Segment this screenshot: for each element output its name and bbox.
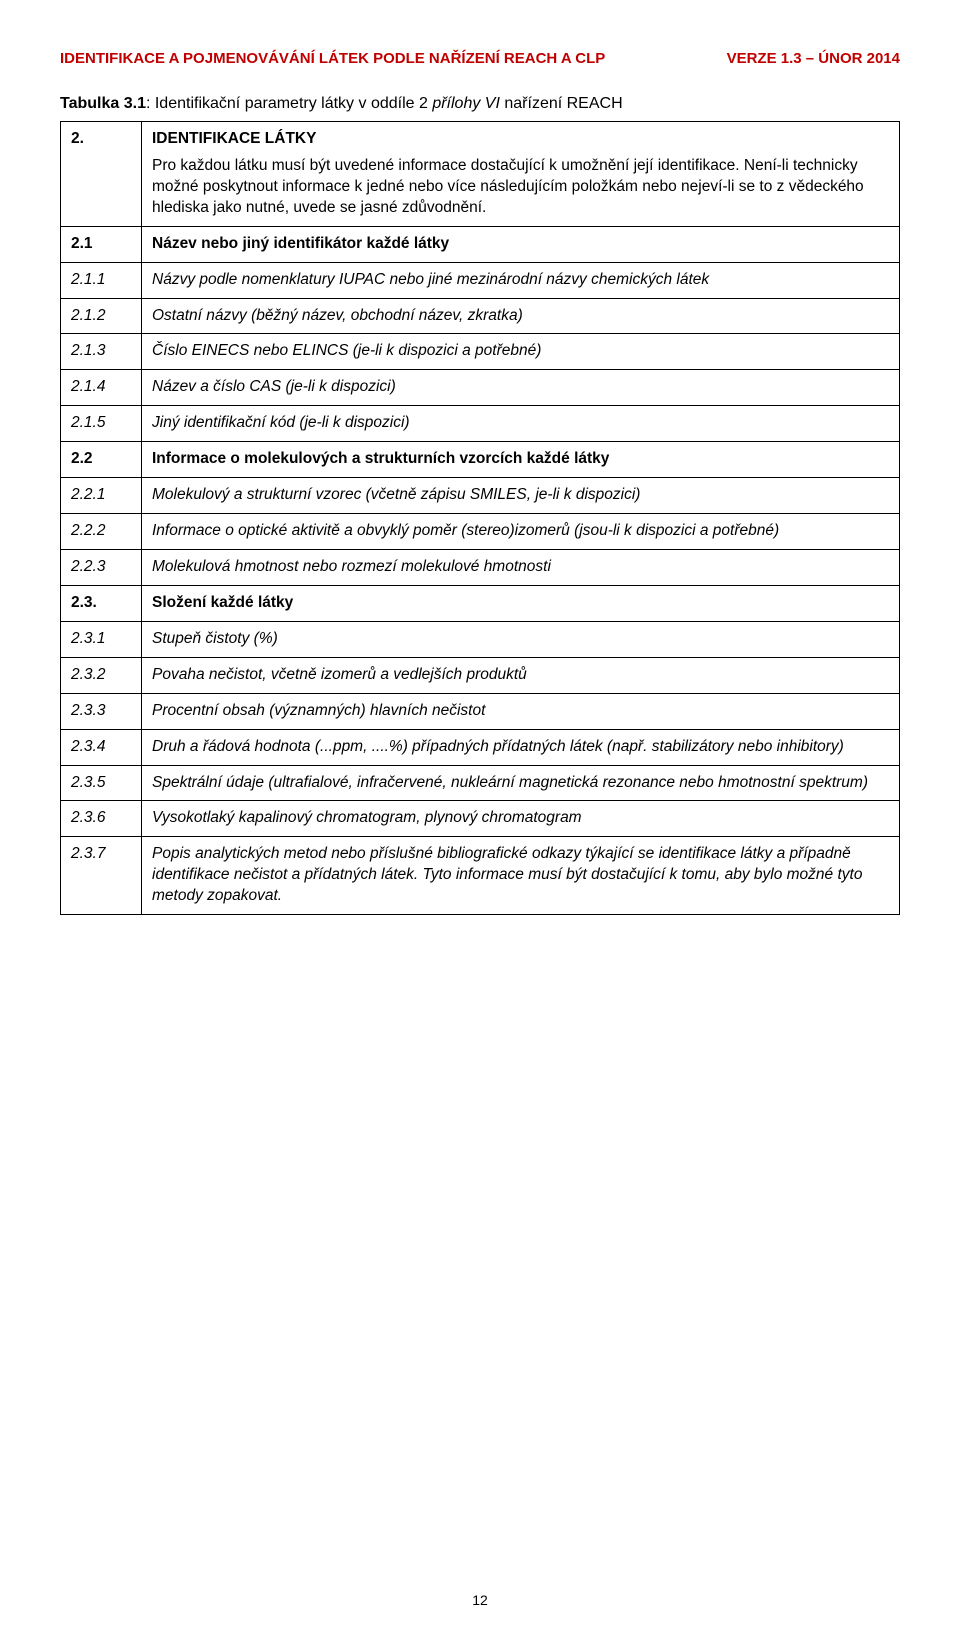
table-row: 2.3.2Povaha nečistot, včetně izomerů a v… bbox=[61, 657, 900, 693]
row-text: Ostatní názvy (běžný název, obchodní náz… bbox=[142, 298, 900, 334]
caption-rest: : Identifikační parametry látky v oddíle… bbox=[146, 95, 623, 112]
page-number: 12 bbox=[0, 1592, 960, 1608]
table-row: 2.1.4Název a číslo CAS (je-li k dispozic… bbox=[61, 370, 900, 406]
table-row: 2.3.Složení každé látky bbox=[61, 585, 900, 621]
table-row: 2.3.7Popis analytických metod nebo přísl… bbox=[61, 837, 900, 915]
row-number: 2.3.7 bbox=[61, 837, 142, 915]
row-number: 2.2.2 bbox=[61, 514, 142, 550]
row-text: Vysokotlaký kapalinový chromatogram, ply… bbox=[142, 801, 900, 837]
table-row: 2.1.3Číslo EINECS nebo ELINCS (je-li k d… bbox=[61, 334, 900, 370]
table-row: 2. IDENTIFIKACE LÁTKY Pro každou látku mus… bbox=[61, 122, 900, 227]
caption-prefix: Tabulka 3.1 bbox=[60, 95, 146, 112]
row-text: Název nebo jiný identifikátor každé látk… bbox=[142, 226, 900, 262]
row-text: Povaha nečistot, včetně izomerů a vedlej… bbox=[142, 657, 900, 693]
row-number: 2.1.3 bbox=[61, 334, 142, 370]
caption-italic: přílohy VI bbox=[432, 95, 500, 112]
row-title: IDENTIFIKACE LÁTKY bbox=[152, 129, 889, 150]
row-number: 2.3. bbox=[61, 585, 142, 621]
table-row: 2.2.2Informace o optické aktivitě a obvy… bbox=[61, 514, 900, 550]
row-text: Stupeň čistoty (%) bbox=[142, 621, 900, 657]
table-row: 2.2.3Molekulová hmotnost nebo rozmezí mo… bbox=[61, 549, 900, 585]
row-text: Jiný identifikační kód (je-li k dispozic… bbox=[142, 406, 900, 442]
table-row: 2.3.3Procentní obsah (významných) hlavní… bbox=[61, 693, 900, 729]
row-number: 2.1.4 bbox=[61, 370, 142, 406]
row-text: Názvy podle nomenklatury IUPAC nebo jiné… bbox=[142, 262, 900, 298]
identification-table: 2. IDENTIFIKACE LÁTKY Pro každou látku mus… bbox=[60, 121, 900, 915]
row-text: Informace o optické aktivitě a obvyklý p… bbox=[142, 514, 900, 550]
row-text: Spektrální údaje (ultrafialové, infračer… bbox=[142, 765, 900, 801]
header-left: IDENTIFIKACE A POJMENOVÁVÁNÍ LÁTEK PODLE… bbox=[60, 50, 605, 67]
row-number: 2.1.1 bbox=[61, 262, 142, 298]
row-number: 2.1 bbox=[61, 226, 142, 262]
page: IDENTIFIKACE A POJMENOVÁVÁNÍ LÁTEK PODLE… bbox=[0, 0, 960, 1638]
table-row: 2.2.1Molekulový a strukturní vzorec (vče… bbox=[61, 478, 900, 514]
row-number: 2.3.2 bbox=[61, 657, 142, 693]
row-text: Název a číslo CAS (je-li k dispozici) bbox=[142, 370, 900, 406]
row-text: Složení každé látky bbox=[142, 585, 900, 621]
row-number: 2.1.5 bbox=[61, 406, 142, 442]
row-number: 2.2 bbox=[61, 442, 142, 478]
table-row: 2.3.4Druh a řádová hodnota (...ppm, ....… bbox=[61, 729, 900, 765]
row-text: Molekulová hmotnost nebo rozmezí molekul… bbox=[142, 549, 900, 585]
table-row: 2.3.1Stupeň čistoty (%) bbox=[61, 621, 900, 657]
row-text: Druh a řádová hodnota (...ppm, ....%) př… bbox=[142, 729, 900, 765]
row-number: 2.3.6 bbox=[61, 801, 142, 837]
table-row: 2.1.2Ostatní názvy (běžný název, obchodn… bbox=[61, 298, 900, 334]
row-number: 2.3.4 bbox=[61, 729, 142, 765]
row-text: Procentní obsah (významných) hlavních ne… bbox=[142, 693, 900, 729]
row-text: Číslo EINECS nebo ELINCS (je-li k dispoz… bbox=[142, 334, 900, 370]
table-row: 2.3.6Vysokotlaký kapalinový chromatogram… bbox=[61, 801, 900, 837]
row-text: Informace o molekulových a strukturních … bbox=[142, 442, 900, 478]
row-number: 2.3.5 bbox=[61, 765, 142, 801]
table-row: 2.2Informace o molekulových a strukturní… bbox=[61, 442, 900, 478]
page-header: IDENTIFIKACE A POJMENOVÁVÁNÍ LÁTEK PODLE… bbox=[60, 50, 900, 67]
table-caption: Tabulka 3.1: Identifikační parametry lát… bbox=[60, 95, 900, 113]
row-number: 2.1.2 bbox=[61, 298, 142, 334]
row-number: 2.3.1 bbox=[61, 621, 142, 657]
table-row: 2.3.5Spektrální údaje (ultrafialové, inf… bbox=[61, 765, 900, 801]
row-number: 2.2.3 bbox=[61, 549, 142, 585]
row-number: 2.2.1 bbox=[61, 478, 142, 514]
row-number: 2. bbox=[61, 122, 142, 227]
header-right: VERZE 1.3 – ÚNOR 2014 bbox=[727, 50, 900, 67]
table-row: 2.1Název nebo jiný identifikátor každé l… bbox=[61, 226, 900, 262]
row-text: Popis analytických metod nebo příslušné … bbox=[142, 837, 900, 915]
row-text: Molekulový a strukturní vzorec (včetně z… bbox=[142, 478, 900, 514]
row-text: IDENTIFIKACE LÁTKY Pro každou látku musí … bbox=[142, 122, 900, 227]
table-row: 2.1.5Jiný identifikační kód (je-li k dis… bbox=[61, 406, 900, 442]
row-number: 2.3.3 bbox=[61, 693, 142, 729]
table-row: 2.1.1Názvy podle nomenklatury IUPAC nebo… bbox=[61, 262, 900, 298]
row-extra: Pro každou látku musí být uvedené inform… bbox=[152, 156, 889, 219]
